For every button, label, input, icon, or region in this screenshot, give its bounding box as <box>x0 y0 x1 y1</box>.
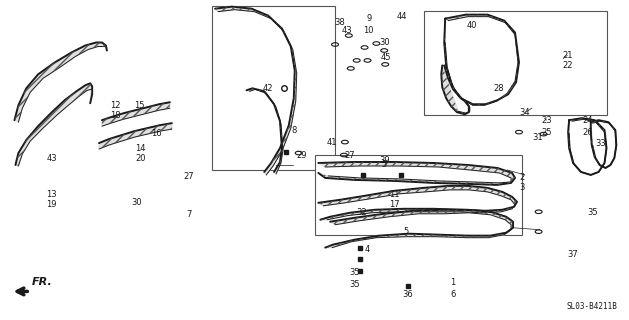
Text: 38: 38 <box>335 18 345 27</box>
Text: 25: 25 <box>542 128 552 137</box>
Text: 26: 26 <box>582 128 593 137</box>
Text: 43: 43 <box>47 154 57 163</box>
Text: 17: 17 <box>389 200 399 209</box>
Text: 37: 37 <box>568 250 579 259</box>
Text: 18: 18 <box>111 111 121 120</box>
Polygon shape <box>444 15 519 105</box>
Polygon shape <box>591 120 616 168</box>
Polygon shape <box>16 83 92 166</box>
Polygon shape <box>568 118 606 175</box>
Text: 36: 36 <box>403 290 413 299</box>
Text: 27: 27 <box>345 150 355 160</box>
Text: 21: 21 <box>562 51 572 60</box>
Text: 28: 28 <box>493 84 504 93</box>
Text: 5: 5 <box>403 227 408 236</box>
Text: 12: 12 <box>111 101 121 110</box>
Bar <box>315 155 522 235</box>
Polygon shape <box>325 210 513 248</box>
Text: 22: 22 <box>562 61 572 70</box>
Text: 4: 4 <box>365 245 370 254</box>
Text: 10: 10 <box>364 26 374 35</box>
Bar <box>423 11 608 115</box>
Text: 30: 30 <box>131 198 142 207</box>
Polygon shape <box>247 88 283 174</box>
Text: 20: 20 <box>135 154 145 163</box>
Text: 16: 16 <box>151 129 162 138</box>
Text: 41: 41 <box>327 138 337 147</box>
Text: 1: 1 <box>450 278 455 287</box>
Text: 2: 2 <box>520 173 525 182</box>
Text: SL03-B4211B: SL03-B4211B <box>566 302 617 311</box>
Text: 7: 7 <box>186 210 191 219</box>
Text: 11: 11 <box>389 190 399 199</box>
Polygon shape <box>99 123 172 149</box>
Text: 24: 24 <box>582 116 593 125</box>
Text: 40: 40 <box>467 21 477 30</box>
Text: 13: 13 <box>47 190 57 199</box>
Text: 35: 35 <box>587 208 598 217</box>
Text: 31: 31 <box>532 132 543 141</box>
Text: 33: 33 <box>595 139 606 148</box>
Text: 35: 35 <box>350 280 360 289</box>
Text: 15: 15 <box>134 101 145 110</box>
Text: 42: 42 <box>263 84 274 93</box>
Text: 45: 45 <box>381 53 391 62</box>
Polygon shape <box>102 102 170 126</box>
Text: 14: 14 <box>135 144 145 153</box>
Text: 3: 3 <box>519 183 525 192</box>
Polygon shape <box>318 162 515 185</box>
Text: 27: 27 <box>183 172 194 181</box>
Text: 9: 9 <box>367 14 372 23</box>
Polygon shape <box>14 43 107 122</box>
Text: 29: 29 <box>296 150 307 160</box>
Text: 6: 6 <box>450 290 456 299</box>
Text: 39: 39 <box>379 156 389 164</box>
Polygon shape <box>215 7 297 175</box>
Text: 32: 32 <box>356 208 367 217</box>
Text: 5: 5 <box>382 160 387 170</box>
Polygon shape <box>318 186 517 220</box>
Text: 19: 19 <box>47 200 57 209</box>
Polygon shape <box>442 65 470 114</box>
Text: 30: 30 <box>379 38 389 47</box>
Text: 23: 23 <box>541 116 552 125</box>
Text: FR.: FR. <box>32 277 53 287</box>
Bar <box>212 6 335 170</box>
Text: 35: 35 <box>350 268 360 277</box>
Text: 8: 8 <box>291 126 296 135</box>
Text: 43: 43 <box>342 26 352 35</box>
Text: 34: 34 <box>520 108 530 117</box>
Text: 44: 44 <box>397 12 407 21</box>
